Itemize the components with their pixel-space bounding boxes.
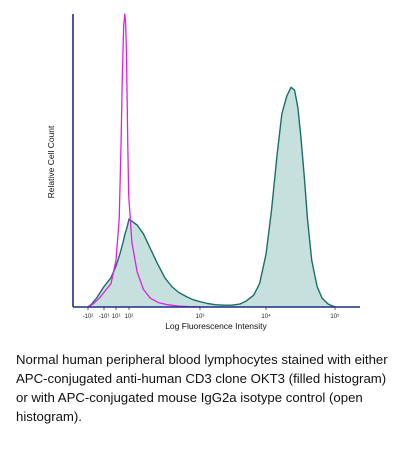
x-tick-label: 10¹ <box>112 314 121 320</box>
series-layer <box>87 13 336 308</box>
x-tick-label: -10¹ <box>99 314 110 320</box>
axis-layer <box>72 14 360 308</box>
x-tick-label: 10³ <box>196 314 205 320</box>
histogram-chart: -10² -10¹ 10¹ 10² 10³ 10⁴ 10⁵ Log Fluorescence… <box>46 13 360 331</box>
open-histogram-line <box>87 13 201 308</box>
x-axis-title: Log Fluorescence Intensity <box>165 321 267 331</box>
filled-histogram-outline <box>87 86 336 308</box>
x-tick-label: 10⁵ <box>330 313 340 320</box>
tick-layer: -10² -10¹ 10¹ 10² 10³ 10⁴ 10⁵ <box>83 307 340 320</box>
filled-histogram-area <box>88 87 335 307</box>
x-tick-label: 10² <box>125 314 134 320</box>
figure-caption: Normal human peripheral blood lymphocyte… <box>16 352 388 424</box>
x-tick-label: 10⁴ <box>261 313 271 320</box>
y-axis-title: Relative Cell Count <box>46 125 56 198</box>
x-tick-label: -10² <box>83 314 94 320</box>
